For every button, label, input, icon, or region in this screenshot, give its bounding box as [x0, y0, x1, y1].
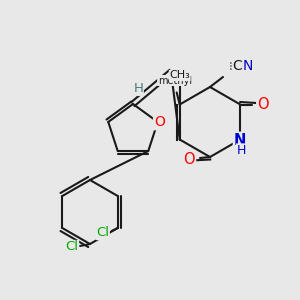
Text: CH₃: CH₃: [169, 70, 190, 80]
Text: N: N: [243, 59, 253, 73]
Text: Cl: Cl: [65, 241, 79, 254]
Text: C: C: [232, 59, 242, 73]
Text: H: H: [134, 82, 143, 95]
Text: methyl: methyl: [158, 76, 192, 85]
Text: H: H: [237, 144, 246, 157]
Text: N: N: [234, 133, 247, 148]
Text: Cl: Cl: [96, 226, 109, 239]
Text: O: O: [154, 115, 165, 129]
Text: O: O: [257, 97, 269, 112]
Text: O: O: [183, 152, 195, 166]
